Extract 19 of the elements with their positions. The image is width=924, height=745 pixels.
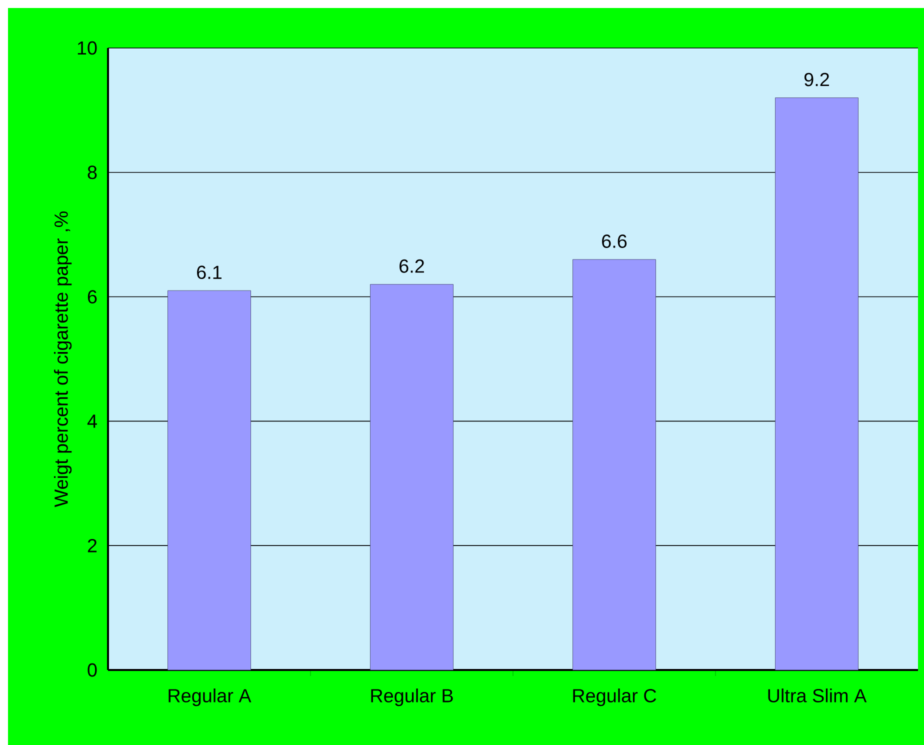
data-label: 6.1	[197, 266, 222, 280]
bar	[775, 98, 858, 670]
data-label: 6.2	[400, 259, 424, 273]
x-tick-label: Regular A	[168, 688, 252, 706]
y-tick-label: 10	[78, 41, 97, 55]
y-tick-label: 0	[88, 663, 97, 677]
bar	[572, 259, 656, 670]
y-tick-label: 8	[88, 166, 97, 180]
x-tick-label: Regular B	[371, 688, 453, 706]
data-label: 6.6	[602, 234, 627, 248]
y-tick-label: 6	[88, 290, 97, 304]
y-tick-label: 2	[88, 538, 97, 552]
x-tick-label: Regular C	[573, 688, 656, 706]
bar	[370, 284, 454, 670]
x-tick-label: Ultra Slim A	[768, 688, 867, 702]
data-label: 9.2	[804, 72, 829, 86]
y-axis-title: Weigt percent of cigarette paper ,%	[54, 212, 72, 508]
y-tick-label: 4	[87, 414, 97, 428]
bar	[168, 290, 251, 670]
